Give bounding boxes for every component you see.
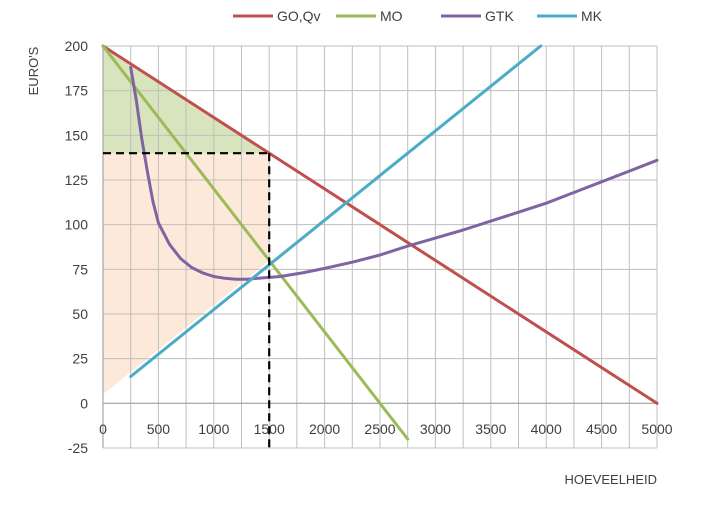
y-tick-label: -25 bbox=[68, 440, 88, 456]
x-tick-label: 1500 bbox=[254, 421, 285, 437]
x-tick-label: 500 bbox=[147, 421, 171, 437]
gridlines bbox=[102, 45, 658, 449]
y-tick-label: 25 bbox=[72, 351, 88, 367]
y-tick-label: 175 bbox=[65, 83, 89, 99]
y-tick-label: 75 bbox=[72, 261, 88, 277]
y-tick-label: 0 bbox=[80, 395, 88, 411]
x-tick-label: 4500 bbox=[586, 421, 617, 437]
legend-item-gtk: GTK bbox=[441, 8, 514, 24]
series-line-mk bbox=[129, 44, 543, 378]
x-tick-label: 3000 bbox=[420, 421, 451, 437]
y-tick-label: 150 bbox=[65, 127, 89, 143]
legend-item-mk: MK bbox=[537, 8, 603, 24]
x-axis-title: HOEVEELHEID bbox=[565, 472, 657, 487]
legend-label: MK bbox=[581, 8, 603, 24]
x-tick-label: 3500 bbox=[475, 421, 506, 437]
x-tick-label: 2000 bbox=[309, 421, 340, 437]
series-line-go-qv bbox=[101, 44, 659, 405]
y-tick-labels: -25 0 25 50 75 100 125 150 175 200 bbox=[65, 38, 89, 456]
y-tick-label: 100 bbox=[65, 217, 89, 233]
x-tick-label: 2500 bbox=[364, 421, 395, 437]
y-axis-title: EURO'S bbox=[26, 46, 41, 95]
x-tick-label: 4000 bbox=[531, 421, 562, 437]
legend-label: GTK bbox=[485, 8, 514, 24]
series-line-mo bbox=[101, 44, 410, 441]
legend-item-mo: MO bbox=[336, 8, 403, 24]
x-tick-label: 5000 bbox=[641, 421, 672, 437]
legend: GO,Qv MO GTK MK bbox=[233, 8, 603, 24]
legend-item-go-qv: GO,Qv bbox=[233, 8, 321, 24]
optimum-dashed-lines bbox=[103, 152, 271, 448]
y-tick-label: 125 bbox=[65, 172, 89, 188]
x-tick-label: 1000 bbox=[198, 421, 229, 437]
x-tick-labels: 0 500 1000 1500 2000 2500 3000 3500 4000 4500 5000 bbox=[99, 421, 673, 437]
y-tick-label: 50 bbox=[72, 306, 88, 322]
x-tick-label: 0 bbox=[99, 421, 107, 437]
y-tick-label: 200 bbox=[65, 38, 89, 54]
legend-label: MO bbox=[380, 8, 403, 24]
legend-label: GO,Qv bbox=[277, 8, 321, 24]
